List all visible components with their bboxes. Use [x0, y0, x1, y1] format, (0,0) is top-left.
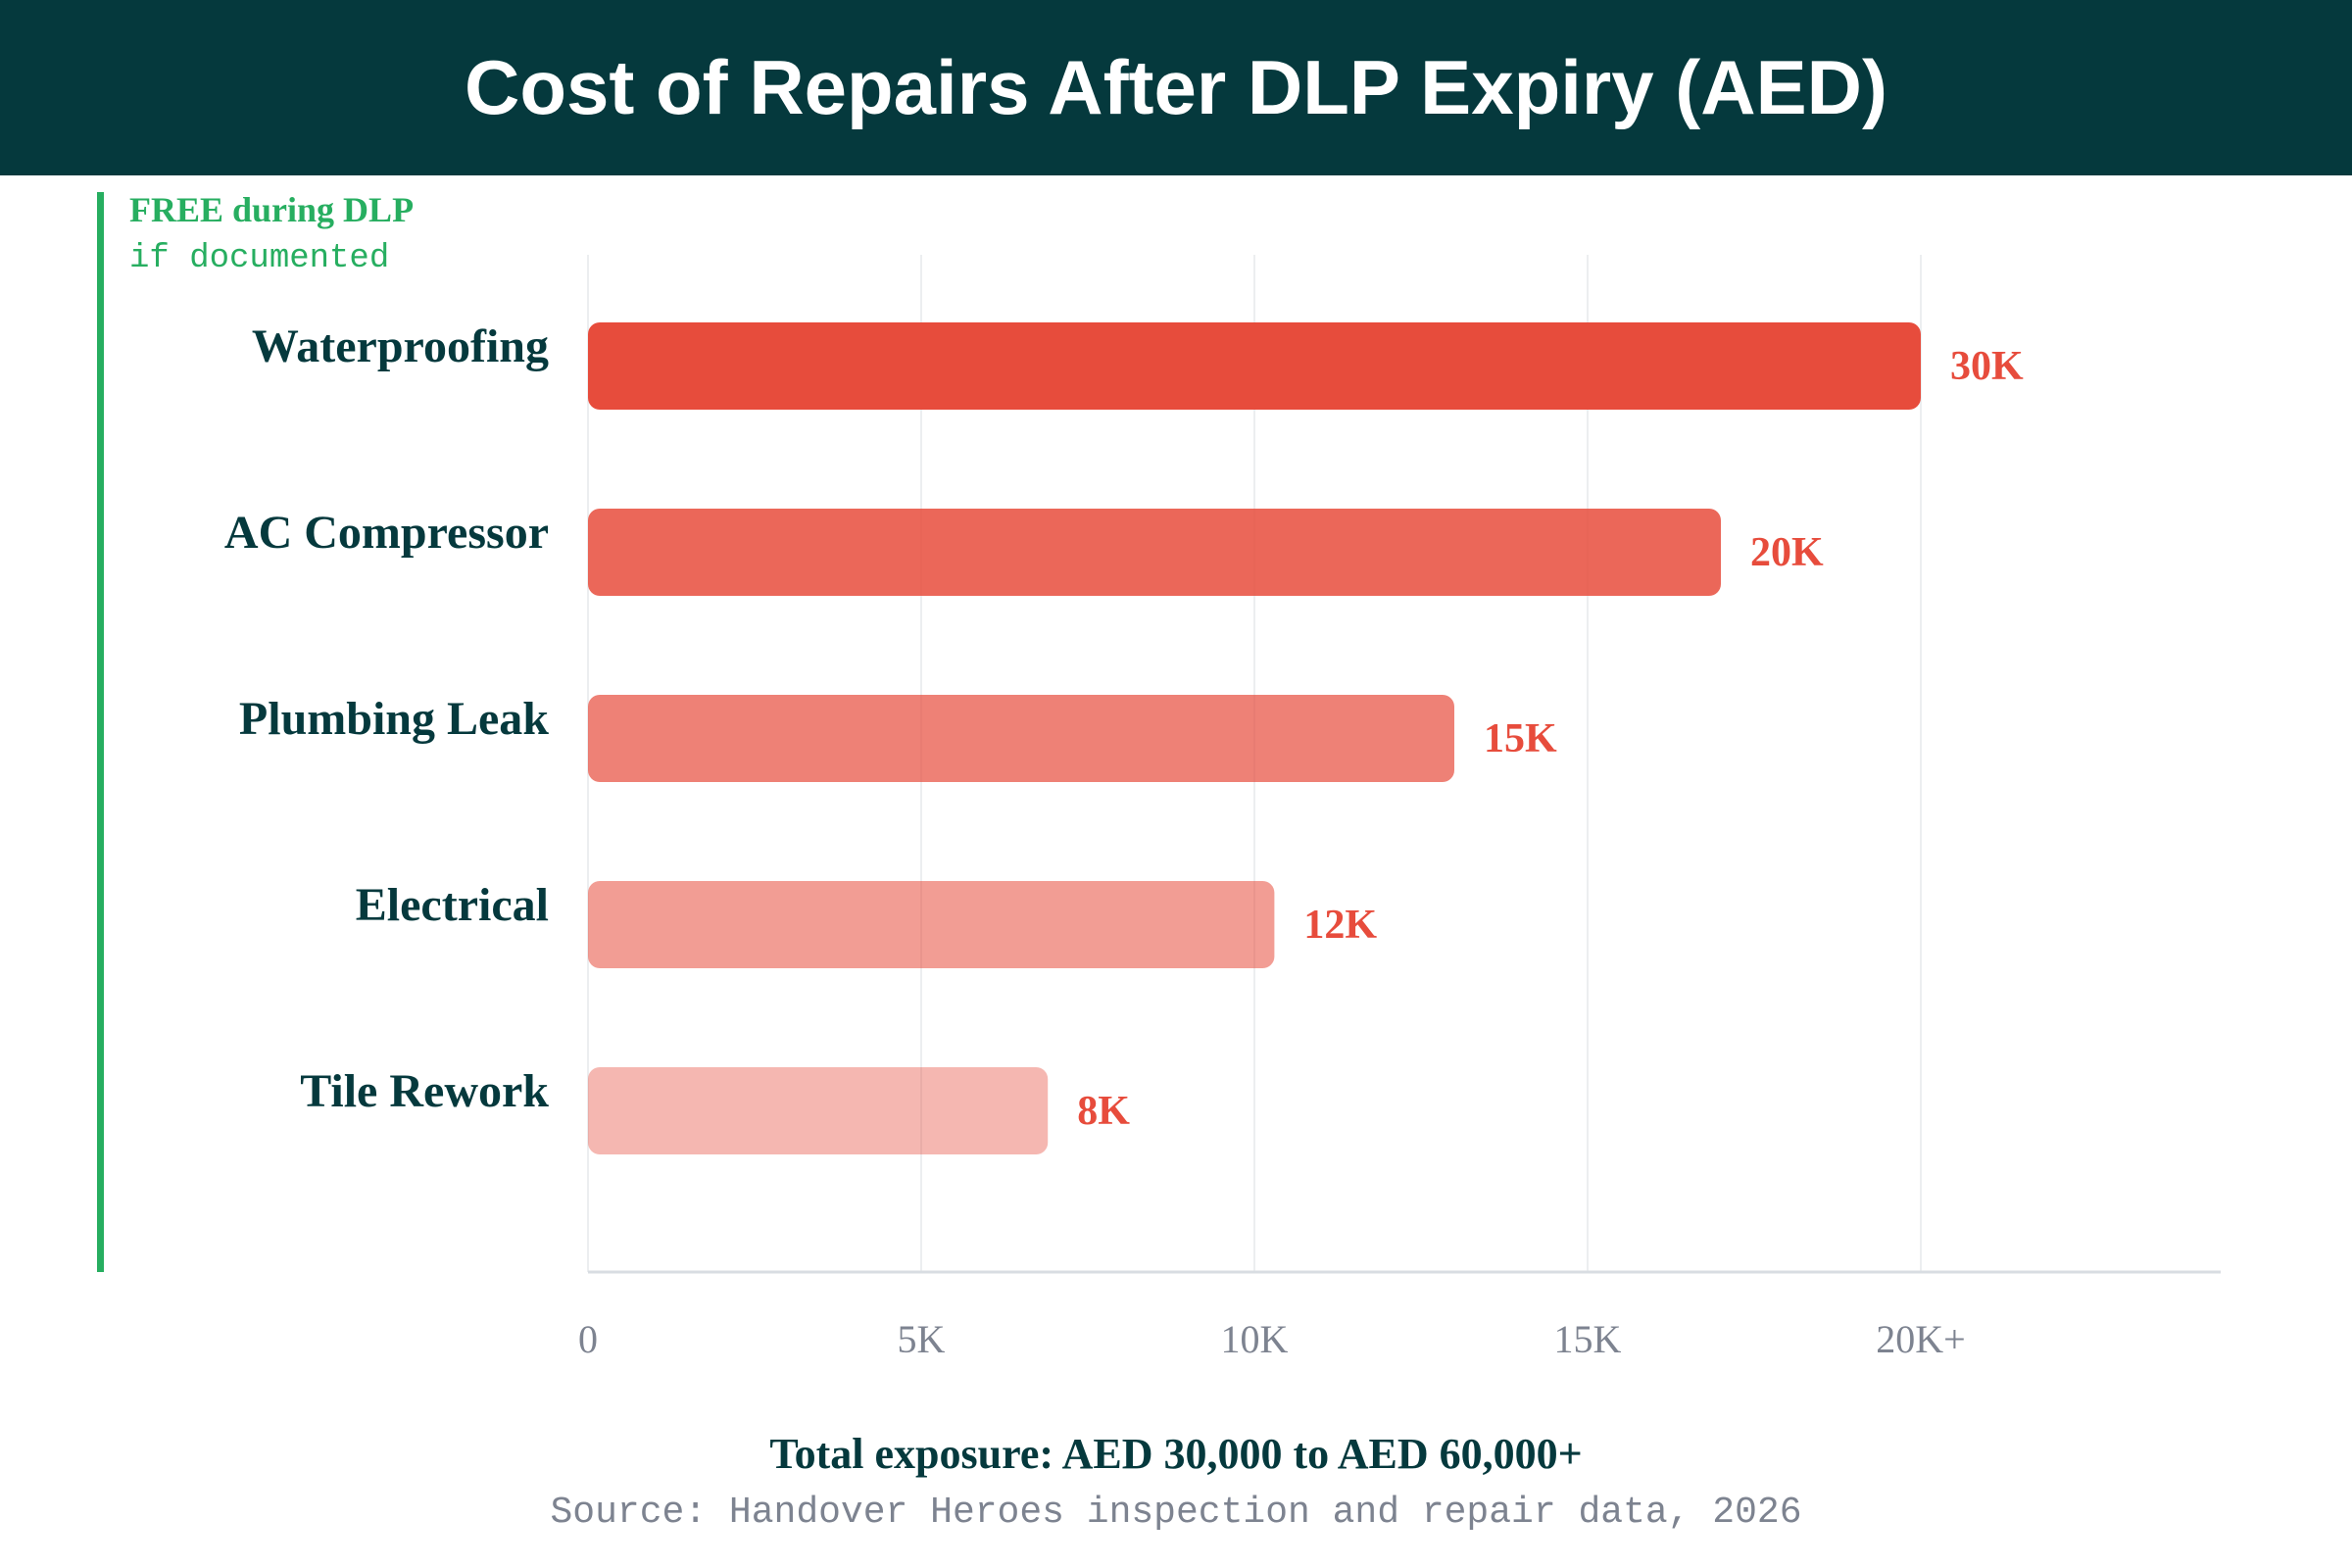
annotation-bar — [97, 192, 104, 1272]
value-label: 12K — [1303, 903, 1377, 948]
value-label: 15K — [1484, 716, 1557, 761]
category-label: Electrical — [356, 879, 549, 931]
bar-ac-compressor — [588, 509, 1721, 596]
x-tick-label: 20K+ — [1876, 1317, 1965, 1361]
x-tick-label: 0 — [578, 1317, 598, 1361]
chart-title: Cost of Repairs After DLP Expiry (AED) — [465, 44, 1887, 130]
category-label: AC Compressor — [224, 507, 549, 559]
total-exposure: Total exposure: AED 30,000 to AED 60,000… — [769, 1430, 1583, 1478]
category-label: Waterproofing — [252, 320, 549, 372]
bar-waterproofing — [588, 322, 1921, 410]
value-label: 20K — [1750, 530, 1824, 575]
category-label: Tile Rework — [300, 1065, 549, 1117]
value-label: 8K — [1077, 1089, 1130, 1134]
x-tick-label: 15K — [1554, 1317, 1622, 1361]
x-tick-label: 10K — [1221, 1317, 1289, 1361]
source-note: Source: Handover Heroes inspection and r… — [550, 1492, 1802, 1534]
bar-tile-rework — [588, 1067, 1049, 1154]
bar-plumbing-leak — [588, 695, 1454, 782]
value-label: 30K — [1950, 344, 2024, 389]
annotation-line1: FREE during DLP — [129, 190, 414, 229]
x-tick-label: 5K — [898, 1317, 946, 1361]
bar-electrical — [588, 881, 1275, 968]
category-label: Plumbing Leak — [239, 693, 549, 745]
header-banner: Cost of Repairs After DLP Expiry (AED) — [0, 0, 2352, 175]
annotation-line2: if documented — [129, 240, 389, 277]
